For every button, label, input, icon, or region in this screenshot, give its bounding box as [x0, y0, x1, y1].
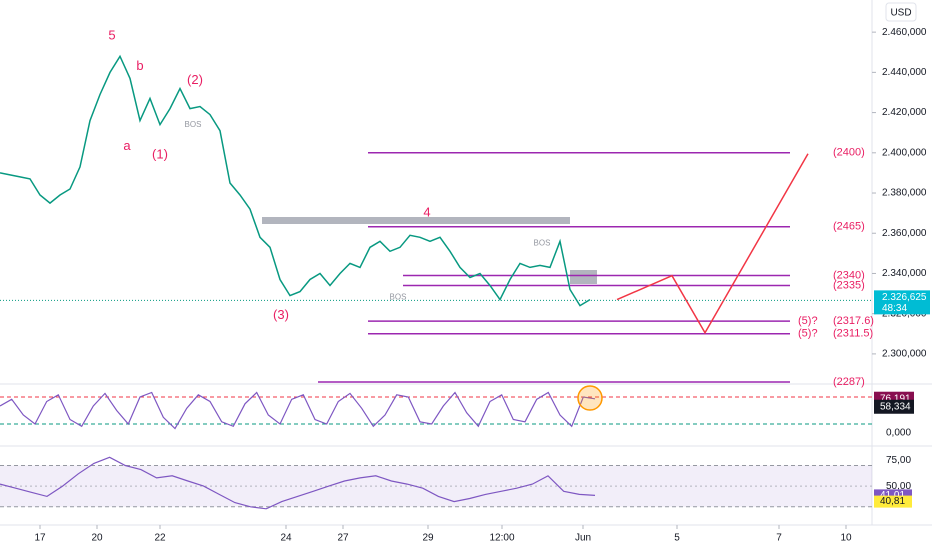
wave-label: (2) — [187, 72, 203, 87]
level-label: (2400) — [833, 147, 865, 159]
level-note: (5)? — [798, 328, 818, 340]
y-tick-label: 2.460,000 — [882, 27, 927, 38]
level-note: (5)? — [798, 315, 818, 327]
x-tick-label: 12:00 — [489, 533, 514, 544]
bos-label: BOS — [390, 293, 407, 302]
x-tick-label: 17 — [34, 533, 46, 544]
stoch-value-label: 76,191 — [880, 393, 911, 404]
supply-zone — [262, 217, 570, 224]
x-tick-label: 7 — [776, 533, 782, 544]
x-tick-label: 22 — [154, 533, 166, 544]
rsi-tick-label: 75,00 — [886, 455, 911, 466]
stoch-line — [0, 391, 596, 430]
level-label: (2340) — [833, 269, 865, 281]
last-price-label: 2.326,625 — [882, 292, 927, 303]
level-label: (2465) — [833, 221, 865, 233]
wave-label: (1) — [152, 146, 168, 161]
bos-label: BOS — [185, 120, 202, 129]
rsi-line — [0, 456, 596, 510]
level-label: (2317.6) — [833, 315, 874, 327]
wave-label: 4 — [423, 205, 430, 220]
last-price-box — [874, 290, 930, 315]
bos-label: BOS — [534, 238, 551, 247]
y-tick-label: 2.340,000 — [882, 268, 927, 279]
supply-zone — [570, 270, 597, 284]
currency-box — [885, 2, 917, 22]
x-tick-label: 29 — [422, 533, 434, 544]
stoch-value-label: 58,334 — [880, 401, 911, 412]
y-tick-label: 2.440,000 — [882, 67, 927, 78]
rsi-value-box — [874, 495, 912, 508]
stoch-value-box — [874, 399, 914, 414]
wave-label: 5 — [108, 28, 115, 43]
y-tick-label: 2.300,000 — [882, 349, 927, 360]
wave-label: b — [136, 58, 143, 73]
rsi-tick-label: 50,00 — [886, 481, 911, 492]
y-tick-label: 2.380,000 — [882, 188, 927, 199]
wave-label: (3) — [273, 307, 289, 322]
level-label: (2287) — [833, 376, 865, 388]
y-tick-label: 2.360,000 — [882, 228, 927, 239]
x-tick-label: 10 — [840, 533, 852, 544]
rsi-value-label: 40,81 — [880, 496, 905, 507]
x-tick-label: 20 — [91, 533, 103, 544]
x-tick-label: 5 — [674, 533, 680, 544]
price-line — [0, 54, 591, 307]
countdown: 48:34 — [882, 303, 907, 314]
x-tick-label: 27 — [337, 533, 349, 544]
level-label: (2335) — [833, 279, 865, 291]
projection-path — [616, 153, 809, 335]
rsi-value-label: 41,01 — [880, 490, 905, 501]
stoch-tick-label: 0,000 — [886, 428, 911, 439]
wave-label: a — [123, 138, 131, 153]
x-tick-label: Jun — [575, 533, 591, 544]
y-tick-label: 2.420,000 — [882, 107, 927, 118]
x-tick-label: 24 — [280, 533, 292, 544]
level-label: (2311.5) — [833, 328, 873, 340]
currency: USD — [890, 8, 911, 19]
y-tick-label: 2.400,000 — [882, 147, 927, 158]
highlight — [577, 385, 603, 411]
